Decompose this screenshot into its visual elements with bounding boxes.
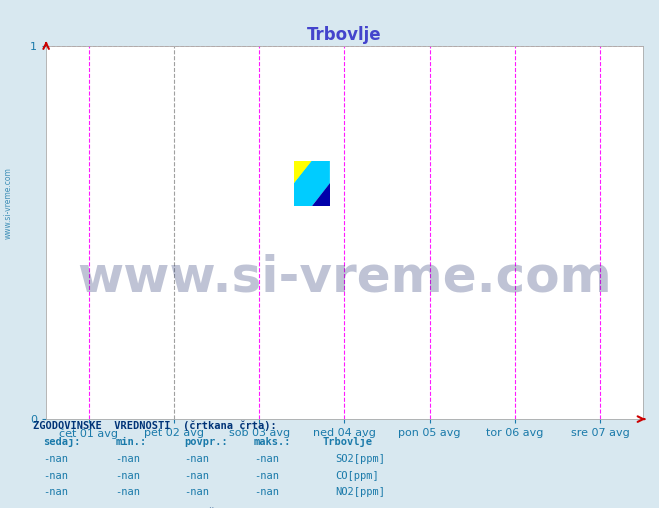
Text: www.si-vreme.com: www.si-vreme.com	[77, 253, 612, 301]
Text: povpr.:: povpr.:	[185, 437, 228, 447]
Text: CO[ppm]: CO[ppm]	[335, 471, 378, 481]
Text: SO2[ppm]: SO2[ppm]	[335, 454, 385, 464]
Text: -nan: -nan	[185, 471, 210, 481]
Text: min.:: min.:	[115, 437, 146, 447]
Text: Trbovlje: Trbovlje	[323, 436, 373, 447]
Text: -nan: -nan	[43, 454, 68, 464]
Text: ZGODOVINSKE  VREDNOSTI  (črtkana črta):: ZGODOVINSKE VREDNOSTI (črtkana črta):	[33, 421, 277, 431]
Text: TRENUTNE  VREDNOSTI  (polna črta):: TRENUTNE VREDNOSTI (polna črta):	[33, 507, 245, 508]
Text: -nan: -nan	[254, 488, 279, 497]
Text: sedaj:: sedaj:	[43, 436, 80, 447]
Text: -nan: -nan	[185, 454, 210, 464]
Text: -nan: -nan	[43, 488, 68, 497]
Text: -nan: -nan	[115, 488, 140, 497]
Text: -nan: -nan	[43, 471, 68, 481]
Text: NO2[ppm]: NO2[ppm]	[335, 488, 385, 497]
Polygon shape	[294, 161, 312, 183]
Text: maks.:: maks.:	[254, 437, 291, 447]
Polygon shape	[294, 161, 330, 206]
Polygon shape	[294, 161, 312, 183]
Title: Trbovlje: Trbovlje	[307, 26, 382, 44]
Text: -nan: -nan	[254, 471, 279, 481]
Text: -nan: -nan	[254, 454, 279, 464]
Text: -nan: -nan	[115, 454, 140, 464]
Polygon shape	[312, 183, 330, 206]
Text: www.si-vreme.com: www.si-vreme.com	[3, 167, 13, 239]
Text: -nan: -nan	[185, 488, 210, 497]
Text: -nan: -nan	[115, 471, 140, 481]
